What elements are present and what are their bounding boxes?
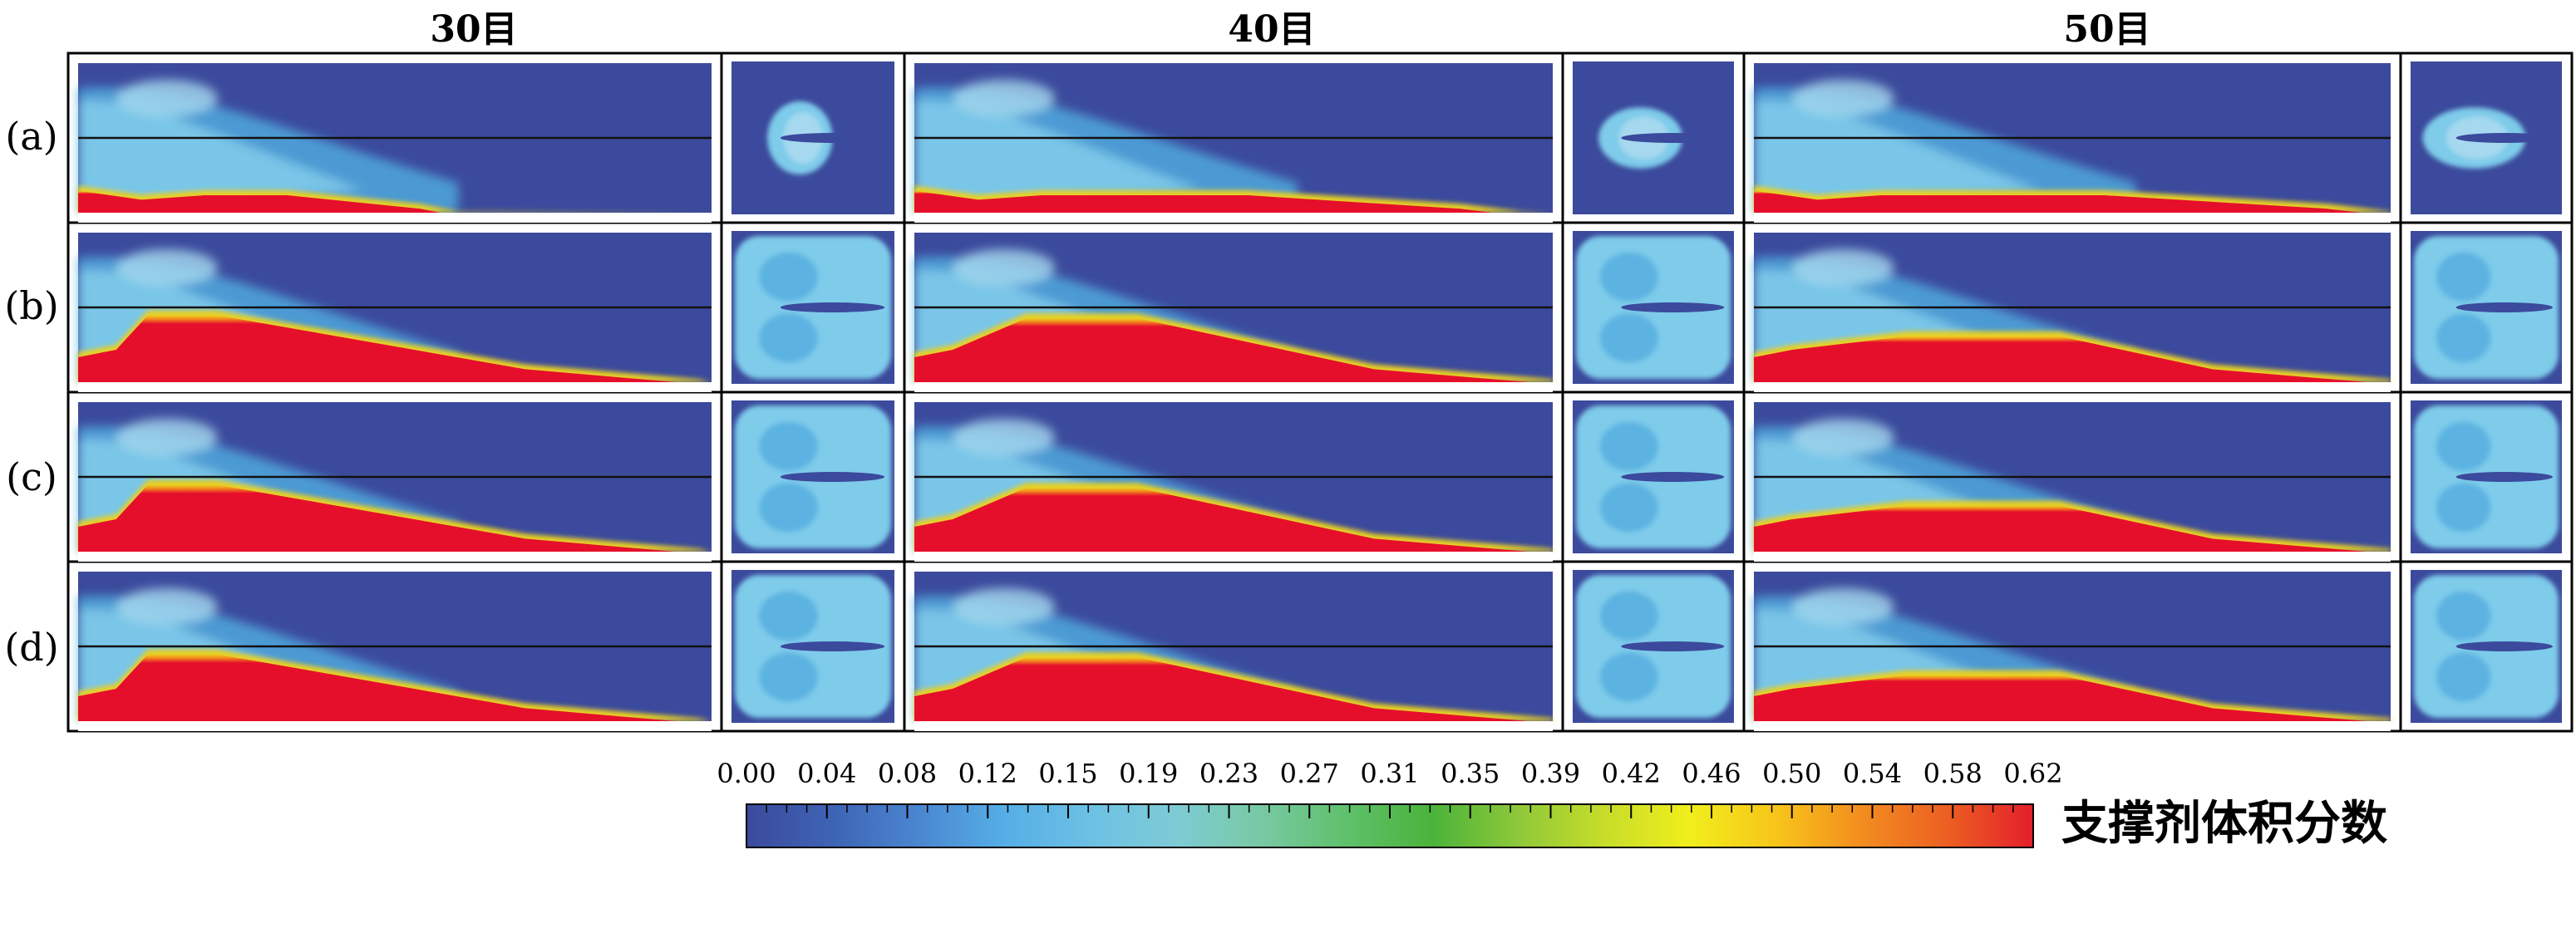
proppant-bed: [78, 190, 712, 218]
colorbar-tick-label: 0.12: [958, 758, 1017, 789]
wellbore-core: [780, 641, 885, 651]
fluid-plume: [914, 80, 1298, 213]
cross-section-panel-50-b: [2411, 231, 2562, 384]
cross-section-panel-30-d: [731, 570, 894, 723]
fluid-plume: [1754, 80, 2136, 213]
side-view-panel-50-c: [1754, 402, 2391, 562]
colorbar-tick-label: 0.27: [1280, 758, 1339, 789]
proppant-bed: [1754, 190, 2391, 218]
row-label-c: (c): [6, 454, 57, 499]
side-view-panel-30-d: [78, 572, 712, 731]
proppant-bed: [914, 488, 1553, 557]
wellbore-core: [780, 472, 885, 482]
side-view-panel-40-c: [914, 402, 1553, 562]
column-header-30: 30目: [430, 8, 517, 51]
wellbore-core: [1621, 641, 1725, 651]
row-label-d: (d): [4, 625, 58, 670]
colorbar-tick-label: 0.04: [797, 758, 856, 789]
colorbar-tick-label: 0.62: [2003, 758, 2062, 789]
cross-section-panel-30-b: [731, 231, 894, 384]
wellbore-core: [780, 133, 885, 143]
colorbar-ticks: 0.00 0.04 0.08 0.12 0.15 0.19 0.23 0.27 0.31 0.35…: [717, 758, 2063, 818]
column-header-40: 40目: [1228, 8, 1315, 51]
colorbar-tick-label: 0.19: [1119, 758, 1178, 789]
wellbore-core: [2455, 302, 2554, 312]
cross-section-panel-50-d: [2411, 570, 2562, 723]
colorbar-tick-label: 0.50: [1762, 758, 1821, 789]
cross-section-panel-40-c: [1573, 400, 1734, 553]
side-view-panel-40-d: [914, 572, 1553, 731]
wellbore-core: [1621, 302, 1725, 312]
proppant-bed: [914, 190, 1553, 218]
colorbar-tick-label: 0.08: [878, 758, 937, 789]
colorbar-tick-label: 0.31: [1360, 758, 1419, 789]
wellbore-core: [2455, 641, 2554, 651]
colorbar-tick-label: 0.42: [1602, 758, 1661, 789]
wellbore-core: [2455, 133, 2554, 143]
side-view-panel-30-a: [78, 63, 712, 223]
side-view-panel-30-c: [78, 402, 712, 562]
proppant-bed: [914, 657, 1553, 726]
colorbar: 0.00 0.04 0.08 0.12 0.15 0.19 0.23 0.27 0.31 0.35…: [717, 758, 2387, 851]
wellbore-core: [2455, 472, 2554, 482]
side-view-panel-30-b: [78, 233, 712, 392]
colorbar-label: 支撑剂体积分数: [2061, 796, 2387, 851]
cross-section-panel-30-c: [731, 400, 894, 553]
proppant-bed: [78, 654, 712, 726]
proppant-bed: [1754, 336, 2391, 387]
wellbore-core: [1621, 133, 1725, 143]
side-view-panel-50-d: [1754, 572, 2391, 731]
colorbar-tick-label: 0.00: [717, 758, 776, 789]
cross-section-panel-50-a: [2411, 61, 2562, 214]
proppant-bed: [914, 318, 1553, 387]
wellbore-core: [780, 302, 885, 312]
proppant-bed: [1754, 675, 2391, 726]
side-view-panel-50-a: [1754, 63, 2391, 223]
side-view-panel-40-a: [914, 63, 1553, 223]
cross-section-panel-40-d: [1573, 570, 1734, 723]
proppant-bed: [78, 484, 712, 557]
row-label-b: (b): [4, 283, 58, 328]
cross-section-panel-40-a: [1573, 61, 1734, 214]
row-label-a: (a): [5, 114, 57, 159]
cross-section-panel-50-c: [2411, 400, 2562, 553]
side-view-panel-40-b: [914, 233, 1553, 392]
wellbore-core: [1621, 472, 1725, 482]
colorbar-tick-label: 0.15: [1038, 758, 1097, 789]
colorbar-tick-label: 0.35: [1441, 758, 1500, 789]
colorbar-tick-label: 0.58: [1923, 758, 1982, 789]
simulation-panels: [78, 61, 2562, 731]
colorbar-tick-label: 0.54: [1843, 758, 1902, 789]
cross-section-panel-40-b: [1573, 231, 1734, 384]
column-header-50: 50目: [2063, 8, 2150, 51]
side-view-panel-50-b: [1754, 233, 2391, 392]
colorbar-tick-label: 0.46: [1682, 758, 1741, 789]
fluid-plume: [78, 80, 459, 213]
cross-section-panel-30-a: [731, 61, 894, 214]
proppant-bed: [78, 315, 712, 387]
proppant-bed: [1754, 505, 2391, 557]
colorbar-tick-label: 0.23: [1199, 758, 1258, 789]
colorbar-tick-label: 0.39: [1521, 758, 1580, 789]
